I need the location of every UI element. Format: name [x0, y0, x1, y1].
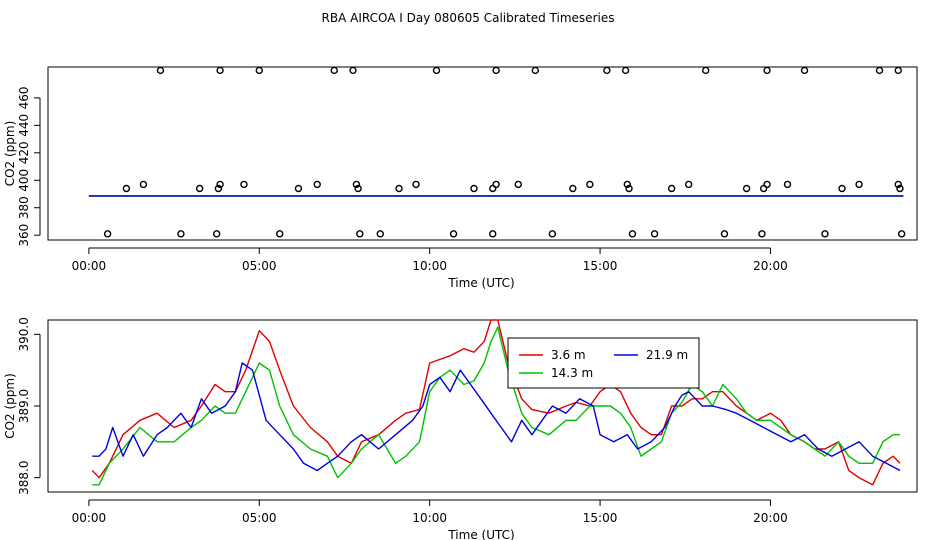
flag-point [783, 180, 792, 189]
flag-point [855, 180, 863, 189]
flag-point [470, 184, 478, 193]
flag-point [621, 66, 630, 75]
flag-point [294, 184, 303, 193]
x-tick-label: 05:00 [242, 511, 277, 525]
flag-point [763, 66, 771, 75]
x-tick-label: 10:00 [412, 511, 447, 525]
flag-point [603, 66, 611, 75]
flag-point [628, 230, 637, 238]
flag-point [276, 230, 284, 238]
flag-point [894, 180, 902, 189]
bottom-panel: 00:00 05:00 10:00 15:00 20:00 Time (UTC) 388.0… [3, 317, 918, 540]
x-tick-label: 15:00 [583, 511, 618, 525]
x-axis-label: Time (UTC) [447, 528, 514, 540]
y-tick-label: 380 [17, 196, 31, 219]
flag-point [352, 180, 361, 189]
flag-point [139, 180, 148, 189]
legend-box [507, 337, 700, 389]
flag-point [214, 184, 223, 193]
flag-point [212, 230, 221, 238]
y-tick-label: 400 [17, 169, 31, 192]
y-tick-label: 360 [17, 224, 31, 247]
flag-point [758, 230, 766, 238]
flag-point [376, 230, 384, 238]
flag-point [720, 230, 729, 238]
flag-point [356, 230, 364, 238]
flag-point [625, 184, 633, 193]
flag-point [514, 180, 522, 189]
flag-point [623, 180, 632, 189]
y-axis-label: CO2 (ppm) [3, 373, 17, 439]
x-tick-label: 10:00 [412, 259, 447, 273]
legend-label: 21.9 m [646, 348, 688, 362]
plot-frame [47, 319, 918, 493]
flag-point [313, 180, 321, 189]
x-tick-label: 15:00 [583, 259, 618, 273]
x-axis-label: Time (UTC) [447, 276, 514, 290]
flag-point [395, 184, 403, 193]
series-line-36m [91, 319, 901, 486]
flag-point [122, 184, 131, 193]
flag-point [177, 230, 185, 238]
flag-point [354, 184, 362, 193]
flag-point [240, 180, 248, 189]
flag-point [650, 230, 659, 238]
flag-point [492, 180, 500, 189]
flag-point [489, 230, 497, 238]
y-tick-label: 388.0 [17, 460, 31, 494]
flag-point [702, 66, 710, 75]
flag-point [667, 184, 676, 193]
flag-point [330, 66, 338, 75]
flag-point [492, 66, 500, 75]
y-tick-label: 420 [17, 141, 31, 164]
flag-point [875, 66, 884, 75]
flag-point [103, 230, 112, 238]
flag-point [569, 184, 577, 193]
flag-point [216, 66, 224, 75]
flag-point [800, 66, 809, 75]
y-tick-label: 440 [17, 114, 31, 137]
series-line-219m [92, 362, 901, 472]
x-tick-label: 00:00 [72, 511, 107, 525]
legend: 3.6 m 14.3 m 21.9 m [507, 337, 700, 389]
flag-point [349, 66, 357, 75]
flag-point [763, 180, 771, 189]
flag-point [255, 66, 263, 75]
flag-point [531, 66, 540, 75]
flag-point [896, 184, 904, 193]
x-tick-label: 00:00 [72, 259, 107, 273]
y-tick-label: 460 [17, 86, 31, 109]
flag-point [684, 180, 693, 189]
flag-point [195, 184, 204, 193]
flag-point [821, 230, 829, 238]
y-tick-label: 389.0 [17, 389, 31, 423]
legend-label: 14.3 m [551, 366, 593, 380]
flag-point [897, 230, 906, 238]
flag-point [838, 184, 846, 193]
flag-point [449, 230, 458, 238]
top-panel: 00:00 05:00 10:00 15:00 20:00 Time (UTC) 360 38… [3, 66, 918, 290]
flag-point [432, 66, 441, 75]
flag-point [742, 184, 751, 193]
series-line-143m [92, 326, 900, 486]
flag-point [586, 180, 594, 189]
flag-point [548, 230, 557, 238]
legend-label: 3.6 m [551, 348, 586, 362]
x-tick-label: 20:00 [753, 511, 788, 525]
x-tick-label: 20:00 [753, 259, 788, 273]
y-axis-label: CO2 (ppm) [3, 121, 17, 187]
flag-point [412, 180, 420, 189]
plot-frame [47, 66, 918, 241]
x-tick-label: 05:00 [242, 259, 277, 273]
y-tick-label: 390.0 [17, 317, 31, 351]
flag-point [894, 66, 902, 75]
chart-title: RBA AIRCOA I Day 080605 Calibrated Times… [322, 11, 615, 25]
flag-point [156, 66, 165, 75]
flag-point [216, 180, 224, 189]
